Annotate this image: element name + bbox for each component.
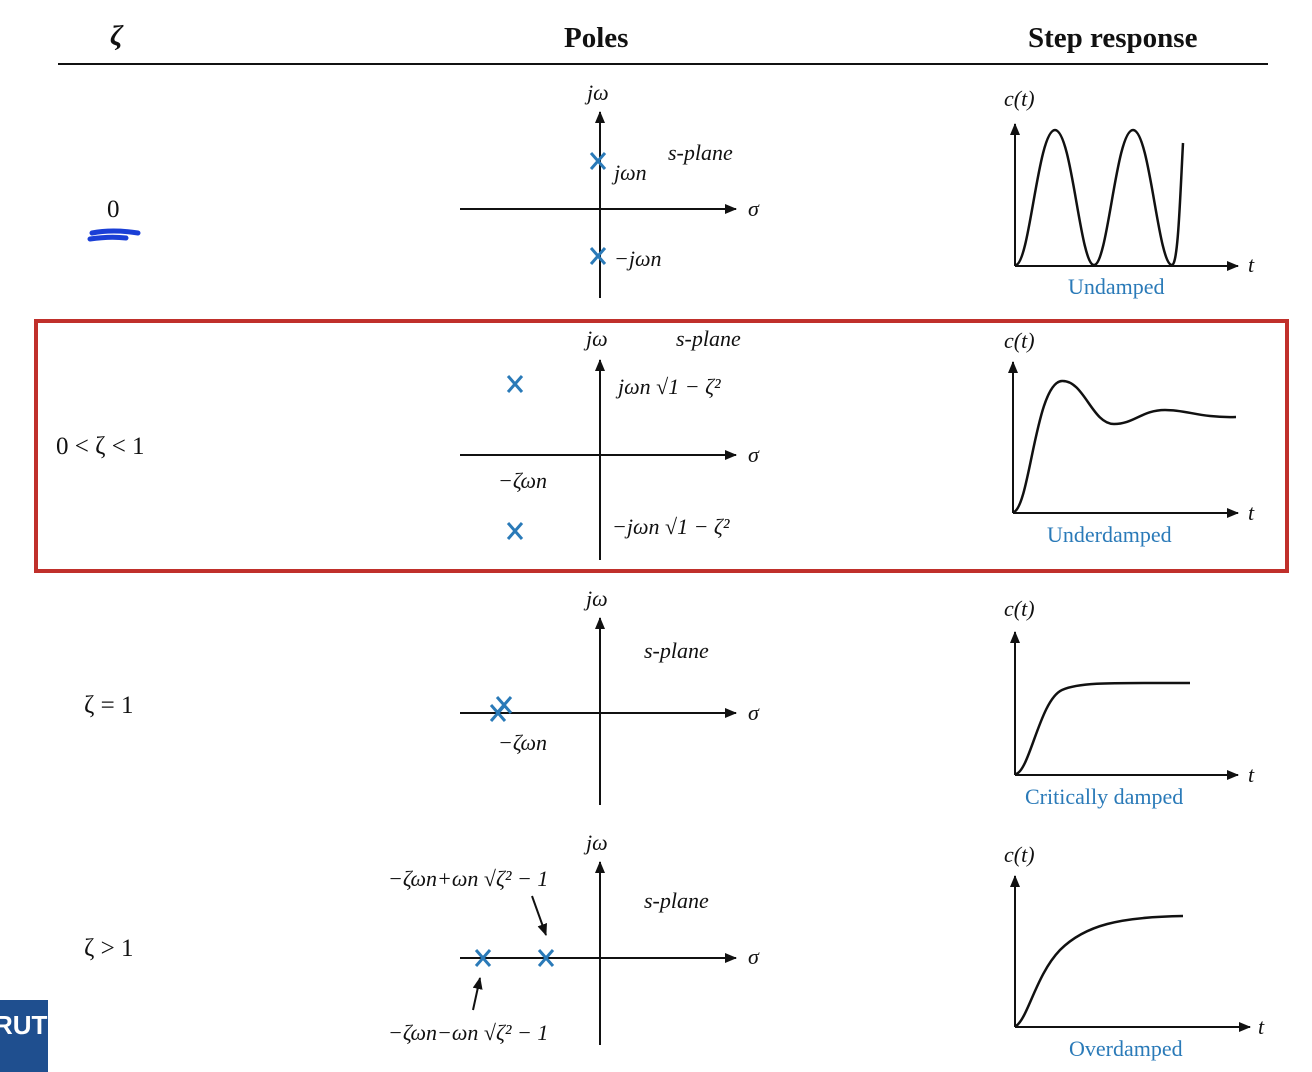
splane-row-3 [460,617,737,805]
real-part-label: −ζωn [498,730,548,755]
real-part-label: −ζωn [498,468,548,493]
sigma-axis-label: σ [748,700,759,725]
splane-label: s-plane [644,888,709,913]
jw-axis-label: jω [586,586,608,611]
jw-axis-label: jω [586,830,608,855]
overdamped-curve [1015,914,1184,1028]
t-axis-label: t [1258,1014,1265,1039]
pole-marker [589,247,607,265]
splane-row-1 [460,111,737,298]
step-plot-row-4 [1010,875,1251,1032]
pole-label-b: −ζωn−ωn √ζ² − 1 [388,1020,549,1045]
header-zeta: ζ [110,20,123,52]
handwritten-underline [87,228,141,242]
pole-marker [506,375,524,393]
pole-marker [537,949,555,967]
logo-text: RUT [0,1010,48,1040]
t-axis-label: t [1248,762,1255,787]
step-plot-row-2 [1008,361,1239,518]
splane-label: s-plane [668,140,733,165]
header-poles: Poles [564,22,629,54]
pole-marker [489,704,507,722]
ct-axis-label: c(t) [1004,86,1035,111]
ct-axis-label: c(t) [1004,596,1035,621]
jw-axis-label: jω [587,80,609,105]
pole-label-top: jωn [614,160,647,185]
ct-axis-label: c(t) [1004,328,1035,353]
pole-marker [589,152,607,170]
pole-label-bottom: −jωn √1 − ζ² [612,514,730,539]
zeta-row-1: 0 [107,196,120,223]
header-step-response: Step response [1028,22,1198,54]
logo-block: RUT [0,1000,48,1072]
pole-label-top: jωn √1 − ζ² [618,374,721,399]
step-plot-row-1 [1010,123,1239,271]
highlight-box [34,319,1289,573]
jw-axis-label: jω [586,326,608,351]
sigma-axis-label: σ [748,442,759,467]
undamped-curve [1015,128,1185,267]
zeta-row-4: ζ > 1 [84,935,134,962]
pointer-arrow-a [531,895,547,936]
sigma-axis-label: σ [748,196,759,221]
underdamped-curve [1013,379,1237,514]
caption-undamped: Undamped [1068,274,1165,299]
critically-damped-curve [1015,681,1191,776]
ct-axis-label: c(t) [1004,842,1035,867]
caption-overdamped: Overdamped [1069,1036,1183,1061]
t-axis-label: t [1248,252,1255,277]
pointer-arrow-b [472,977,483,1011]
splane-row-2 [460,359,737,560]
step-plot-row-3 [1010,631,1239,780]
pole-marker [506,522,524,540]
splane-label: s-plane [676,326,741,351]
pole-label-bottom: −jωn [614,246,662,271]
caption-critically-damped: Critically damped [1025,784,1184,809]
caption-underdamped: Underdamped [1047,522,1172,547]
pole-label-a: −ζωn+ωn √ζ² − 1 [388,866,549,891]
pole-marker [474,949,492,967]
splane-row-4 [460,861,737,1045]
sigma-axis-label: σ [748,944,759,969]
zeta-row-3: ζ = 1 [84,692,134,719]
zeta-row-2: 0 < ζ < 1 [56,433,145,460]
splane-label: s-plane [644,638,709,663]
t-axis-label: t [1248,500,1255,525]
